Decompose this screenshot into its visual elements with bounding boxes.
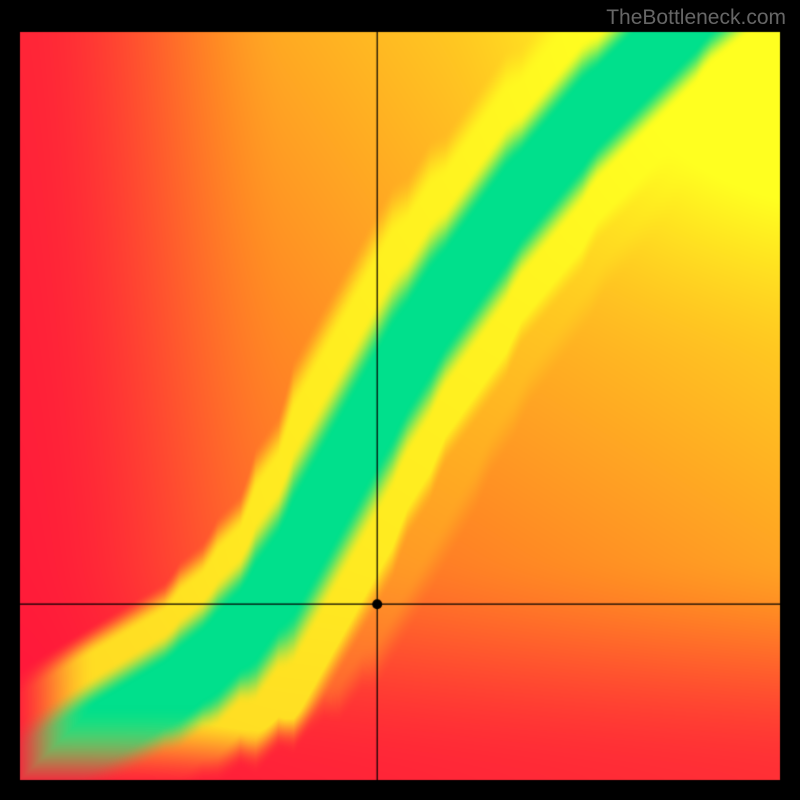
heatmap-canvas	[0, 0, 800, 800]
chart-container: TheBottleneck.com	[0, 0, 800, 800]
